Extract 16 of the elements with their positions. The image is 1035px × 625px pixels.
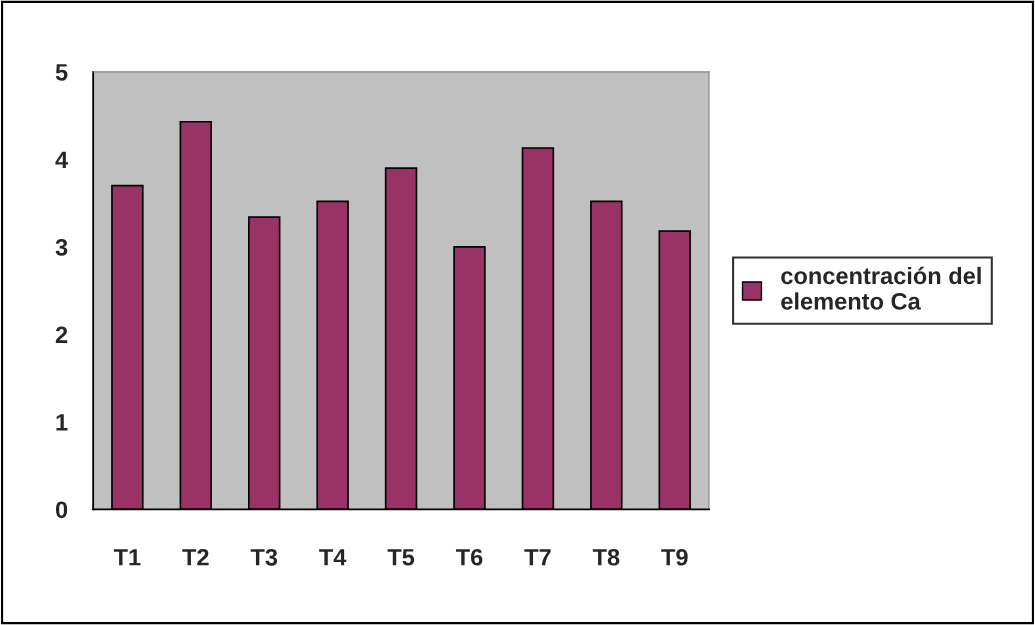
y-tick-label: 0 [55,501,68,519]
x-tick-label: T4 [319,549,347,566]
x-tick-label: T9 [661,548,688,566]
y-tick-label: 2 [55,326,68,343]
y-tick-label: 1 [56,414,68,431]
x-tick-label: T2 [182,548,209,566]
legend-label: concentración del elemento Ca [781,266,981,310]
x-tick-label: T6 [455,548,483,566]
x-tick-label: T8 [592,548,620,566]
x-tick-label: T1 [113,549,141,566]
y-tick-label: 3 [55,238,68,256]
x-tick-label: T3 [250,548,278,566]
y-tick-label: 4 [55,151,69,168]
y-tick-label: 5 [55,64,68,81]
x-tick-label: T5 [387,549,415,566]
x-tick-label: T7 [524,549,551,566]
